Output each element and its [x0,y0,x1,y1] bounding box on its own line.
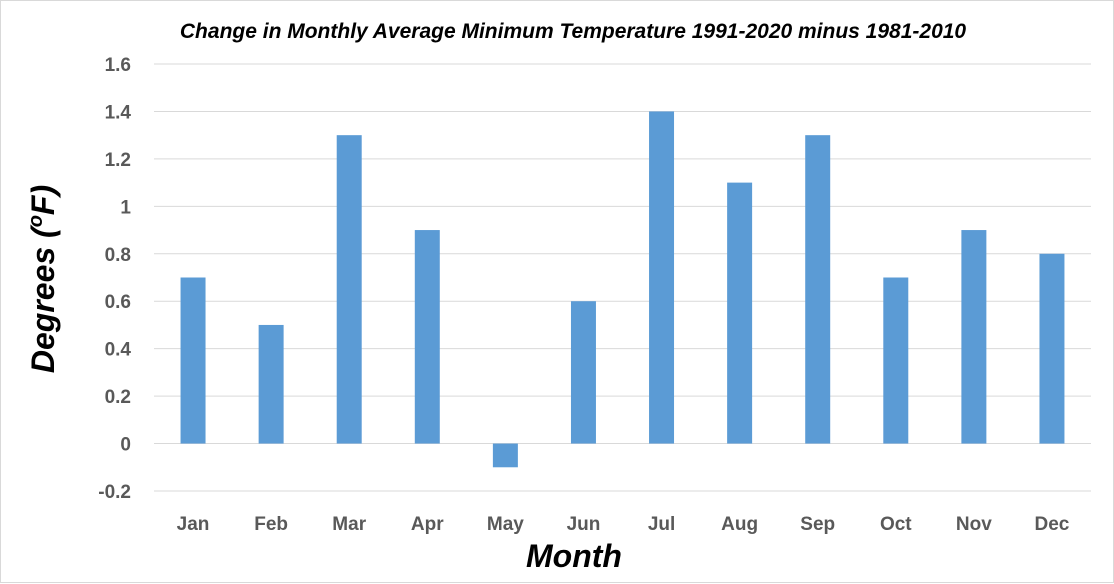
x-tick-label: May [487,514,524,535]
x-tick-label: Aug [721,514,758,535]
y-axis-title-superscript: o [25,215,47,227]
bar-feb [258,324,284,444]
bar-oct [883,277,909,444]
x-tick-label: Feb [254,514,288,535]
y-tick-label: -0.2 [98,482,131,503]
x-tick-labels: Jan Feb Mar Apr May Jun Jul Aug Sep Oct Nov Dec [177,514,1070,535]
y-tick-label: 0.4 [105,340,132,361]
x-tick-label: Apr [411,514,444,535]
y-axis-title-end: F) [25,185,61,215]
y-tick-label: 0.8 [105,245,131,266]
x-tick-label: Jan [177,514,210,535]
y-tick-label: 0.6 [105,292,131,313]
bar-dec [1039,253,1065,444]
bar-jul [649,111,675,444]
x-tick-label: Jul [648,514,675,535]
y-tick-label: 1.4 [105,102,132,123]
y-tick-label: 0 [120,435,131,456]
y-tick-label: 1.2 [105,150,131,171]
y-axis-title-main: Degrees ( [25,224,61,373]
bar-sep [805,135,831,444]
bar-apr [414,230,440,444]
x-tick-label: Nov [956,514,992,535]
bar-nov [961,230,987,444]
y-tick-label: 1.6 [105,55,131,76]
bar-may [492,443,518,468]
x-tick-label: Sep [800,514,835,535]
bars [180,111,1065,468]
x-tick-label: Dec [1035,514,1070,535]
y-tick-label: 0.2 [105,387,131,408]
bar-mar [336,135,362,444]
bar-aug [727,182,753,444]
chart-title: Change in Monthly Average Minimum Temper… [180,20,967,43]
y-tick-label: 1 [120,197,131,218]
bar-jan [180,277,206,444]
gridlines [154,63,1091,492]
x-tick-label: Oct [880,514,912,535]
y-tick-labels: -0.2 0 0.2 0.4 0.6 0.8 1 1.2 1.4 1.6 [98,55,131,503]
x-axis-title: Month [526,538,622,574]
y-axis-title: Degrees (oF) [25,185,61,373]
bar-jun [570,301,596,444]
x-tick-label: Jun [567,514,601,535]
x-tick-label: Mar [332,514,366,535]
